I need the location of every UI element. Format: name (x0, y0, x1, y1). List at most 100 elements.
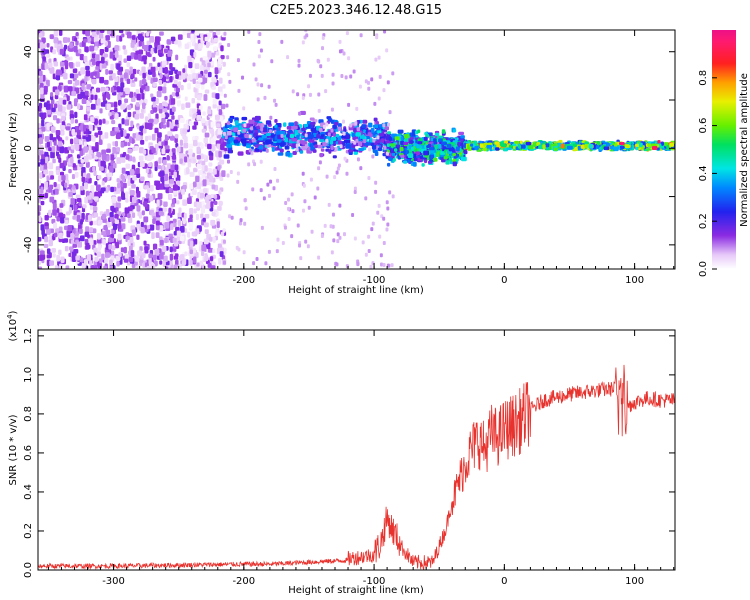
spectrogram-cell (164, 112, 169, 120)
spectrogram-cell (482, 147, 487, 152)
spectrogram-cell (335, 170, 339, 175)
spectrogram-cell (203, 222, 209, 228)
spectrogram-cell (115, 187, 121, 194)
spectrogram-cell (395, 144, 401, 148)
spectrogram-cell (120, 141, 125, 148)
spectrogram-cell (349, 74, 353, 79)
spectrogram-cell (94, 118, 98, 125)
spectrogram-cell (257, 39, 261, 44)
spectrogram-cell (86, 84, 92, 90)
spectrogram-cell (59, 61, 65, 67)
spectrogram-cell (200, 83, 205, 90)
snr-panel: -300 -200 -100 0 100 0.00.20.40.60.81.01.2 H… (6, 310, 676, 596)
spectrogram-cell (210, 82, 215, 87)
spectrogram-cell (345, 134, 351, 139)
spectrogram-cell (38, 198, 41, 203)
spectrogram-cell (136, 190, 141, 198)
spectrogram-cell (217, 165, 221, 171)
spectrogram-cell (107, 143, 111, 149)
spectrogram-cell (142, 128, 147, 134)
spectrogram-cell (48, 62, 53, 69)
spectrogram-cell (210, 121, 215, 128)
spectrogram-cell (355, 132, 361, 137)
spectrogram-cell (52, 202, 57, 210)
spectrogram-cell (369, 264, 373, 269)
spectrogram-cell (336, 239, 340, 244)
spectrogram-cell (72, 243, 77, 248)
spectrogram-cell (218, 100, 222, 106)
spectrogram-cell (132, 68, 137, 75)
spectrogram-cell (137, 250, 142, 257)
spectrogram-cell (143, 58, 147, 65)
spectrogram-cell (446, 143, 452, 148)
spectrogram-cell (125, 116, 131, 121)
spectrogram-cell (250, 151, 254, 156)
spectrogram-cell (460, 142, 464, 147)
snr-x-axis: -300 -200 -100 0 100 (47, 330, 675, 587)
spectrogram-cell (274, 124, 278, 129)
spectrogram-cell (55, 129, 61, 136)
spectrogram-cell (191, 98, 195, 104)
spectrogram-cell (375, 121, 379, 125)
spectrogram-cell (104, 257, 109, 264)
spectrogram-cell (160, 121, 164, 128)
spectrogram-cell (200, 118, 206, 124)
spectrogram-cell (100, 37, 106, 44)
spectrogram-cell (410, 140, 414, 144)
spectrogram-cell (120, 82, 125, 88)
spectrogram-cell (340, 73, 344, 78)
spectrogram-cell (120, 217, 126, 222)
spectrogram-cell (72, 68, 78, 74)
spectrogram-cell (219, 159, 225, 165)
spectrogram-cell (127, 180, 131, 187)
spectrogram-cell (220, 45, 224, 52)
spectrogram-cell (74, 119, 78, 124)
spectrogram-cell (177, 212, 181, 218)
y-tick-label: 0 (23, 145, 34, 151)
spectrogram-cell (198, 105, 203, 110)
spectrogram-cell (321, 35, 325, 40)
spectrogram-cell (126, 31, 132, 39)
colorbar-tick-label: 0.0 (698, 261, 709, 277)
x-tick-label: -200 (232, 576, 255, 587)
spectrogram-cell (386, 131, 392, 135)
spectrogram-cell (316, 133, 320, 138)
spectrogram-cell (445, 160, 450, 165)
spectrogram-cell (371, 154, 375, 159)
spectrogram-cell (628, 141, 632, 146)
spectrogram-cell (196, 114, 202, 121)
spectrogram-cell (220, 231, 225, 237)
spectrogram-cell (337, 123, 342, 128)
spectrogram-cell (145, 116, 149, 122)
spectrogram-cell (382, 216, 386, 221)
spectrogram-cell (138, 214, 143, 219)
spectrogram-cells (38, 30, 675, 269)
spectrogram-cell (109, 51, 114, 59)
spectrogram-cell (532, 142, 538, 147)
spectrogram-cell (134, 113, 140, 120)
spectrogram-cell (125, 87, 130, 95)
spectrogram-cell (228, 214, 232, 219)
spectrogram-cell (193, 208, 197, 214)
spectrogram-cell (171, 154, 177, 160)
spectrogram-cell (215, 93, 220, 100)
spectrogram-cell (155, 113, 159, 119)
spectrogram-cell (233, 127, 239, 133)
spectrogram-cell (182, 219, 186, 225)
spectrogram-cell (330, 145, 334, 150)
spectrogram-cell (209, 175, 214, 183)
spectrogram-cell (178, 207, 182, 213)
spectrogram-cell (158, 53, 163, 58)
spectrogram-cell (206, 202, 211, 209)
spectrogram-cell (85, 161, 90, 168)
spectrogram-cell (183, 136, 188, 144)
spectrogram-cell (97, 220, 103, 225)
spectrogram-cell (121, 33, 125, 38)
spectrogram-cell (159, 239, 164, 246)
spectrogram-cell (155, 180, 161, 186)
spectrogram-cell (171, 115, 175, 120)
spectrogram-cell (255, 256, 259, 261)
spectrogram-cell (489, 148, 493, 152)
spectrogram-cell (59, 48, 64, 55)
spectrogram-cell (289, 133, 294, 139)
